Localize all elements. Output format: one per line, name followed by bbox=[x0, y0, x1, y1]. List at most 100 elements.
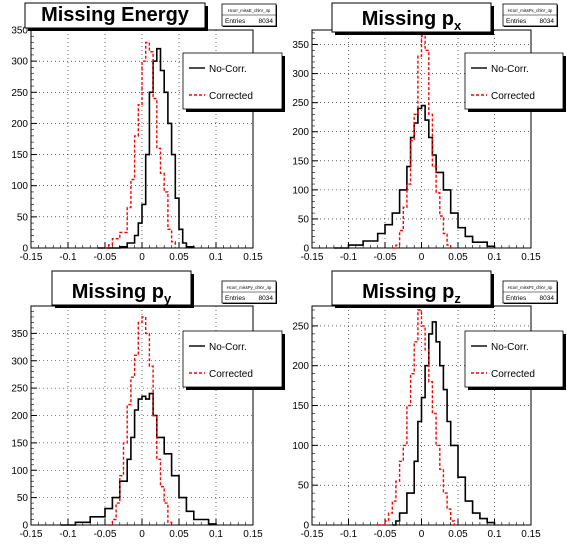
y-tick-label: 50 bbox=[17, 212, 29, 223]
panel-py: -0.15 -0.1 -0.05 0 0.05 0.1 0.15 0 50 100 150 200 25… bbox=[11, 270, 285, 540]
y-tick-label: 250 bbox=[11, 88, 28, 99]
series-nocorr-px bbox=[333, 104, 496, 249]
x-tick-label: -0.15 bbox=[301, 529, 324, 540]
y-tick-label: 200 bbox=[292, 361, 309, 372]
y-tick-label: 150 bbox=[11, 150, 28, 161]
x-tick-label: -0.1 bbox=[59, 252, 77, 263]
y-tick-label: 200 bbox=[292, 127, 309, 138]
y-tick-label: 200 bbox=[11, 411, 28, 422]
y-tick-label: 100 bbox=[292, 441, 309, 452]
x-tick-label: -0.05 bbox=[374, 252, 397, 263]
x-tick-label: 0.1 bbox=[488, 252, 502, 263]
legend-box bbox=[464, 330, 564, 388]
y-tick-label: 300 bbox=[11, 57, 28, 68]
x-tick-label: 0.1 bbox=[488, 529, 502, 540]
y-tick-label: 200 bbox=[11, 119, 28, 130]
stats-entries-label: Entries bbox=[506, 295, 527, 302]
legend-box bbox=[464, 52, 564, 110]
y-tick-label: 150 bbox=[292, 401, 309, 412]
y-tick-label: 150 bbox=[292, 156, 309, 167]
x-tick-label: -0.05 bbox=[374, 529, 397, 540]
x-tick-label: 0.1 bbox=[209, 529, 223, 540]
legend-label: Corrected bbox=[491, 369, 535, 380]
x-tick-label: 0.15 bbox=[243, 529, 263, 540]
stats-entries-label: Entries bbox=[225, 295, 246, 302]
panel-px: -0.15 -0.1 -0.05 0 0.05 0.1 0.15 0 50 100 150 200 25… bbox=[292, 2, 566, 263]
panel-title-subscript: y bbox=[164, 291, 172, 306]
stats-name: Hcorr_missPy_chkV_4p bbox=[227, 285, 272, 290]
x-tick-label: 0.05 bbox=[169, 529, 189, 540]
y-tick-label: 250 bbox=[292, 321, 309, 332]
panel-title-main: Missing p bbox=[362, 281, 454, 303]
legend-label: Corrected bbox=[209, 91, 253, 102]
y-tick-label: 50 bbox=[298, 481, 310, 492]
panel-title-main: Missing p bbox=[72, 281, 164, 303]
title-box bbox=[331, 270, 492, 306]
y-tick-label: 350 bbox=[11, 26, 28, 37]
legend-label: No-Corr. bbox=[491, 342, 529, 353]
y-tick-label: 350 bbox=[11, 329, 28, 340]
x-tick-label: -0.15 bbox=[20, 252, 43, 263]
stats-entries-value: 8034 bbox=[540, 295, 555, 302]
x-tick-label: 0.15 bbox=[243, 252, 263, 263]
stats-entries-value: 8034 bbox=[259, 295, 274, 302]
legend-box bbox=[182, 330, 283, 388]
x-tick-label: 0.05 bbox=[448, 529, 468, 540]
series-corrected-py bbox=[108, 316, 173, 526]
legend-label: Corrected bbox=[491, 91, 535, 102]
y-tick-label: 100 bbox=[292, 185, 309, 196]
y-tick-label: 350 bbox=[292, 40, 309, 51]
y-tick-label: 0 bbox=[303, 244, 309, 255]
y-tick-label: 250 bbox=[292, 98, 309, 109]
stats-name: Hcorr_missPx_chkV_4p bbox=[508, 8, 553, 13]
panel-title: Missing pz bbox=[362, 281, 461, 306]
y-tick-label: 100 bbox=[11, 466, 28, 477]
y-tick-label: 50 bbox=[17, 493, 29, 504]
panel-pz: -0.15 -0.1 -0.05 0 0.05 0.1 0.15 0 50 100 150 200 25… bbox=[292, 270, 566, 540]
stats-name: Hcorr_missE_chkV_4p bbox=[228, 8, 271, 13]
stats-entries-value: 8034 bbox=[540, 18, 555, 25]
legend-label: Corrected bbox=[209, 369, 253, 380]
x-tick-label: 0.05 bbox=[169, 252, 189, 263]
y-tick-label: 0 bbox=[22, 244, 28, 255]
x-tick-label: 0 bbox=[419, 529, 425, 540]
legend-label: No-Corr. bbox=[209, 64, 247, 75]
x-tick-label: -0.1 bbox=[59, 529, 77, 540]
panel-title-main: Missing Energy bbox=[41, 4, 190, 26]
y-tick-label: 300 bbox=[292, 69, 309, 80]
panel-title: Missing px bbox=[362, 8, 462, 33]
x-tick-label: -0.05 bbox=[94, 529, 117, 540]
panel-title-subscript: x bbox=[454, 18, 462, 33]
series-nocorr-E bbox=[97, 47, 195, 249]
x-tick-label: 0 bbox=[419, 252, 425, 263]
series-corrected-px bbox=[392, 35, 452, 249]
legend-box bbox=[182, 52, 283, 110]
y-tick-label: 0 bbox=[22, 521, 28, 532]
stats-name: Hcorr_missPz_chkV_4p bbox=[508, 285, 553, 290]
y-tick-label: 50 bbox=[298, 214, 310, 225]
y-tick-label: 0 bbox=[303, 521, 309, 532]
grid-px bbox=[312, 30, 531, 248]
y-tick-label: 300 bbox=[11, 356, 28, 367]
panel-title-main: Missing p bbox=[362, 8, 454, 30]
title-box bbox=[51, 270, 192, 306]
panel-E: -0.15 -0.1 -0.05 0 0.05 0.1 0.15 0 50 100 150 200 25… bbox=[11, 2, 285, 263]
x-tick-label: 0.15 bbox=[521, 529, 541, 540]
y-tick-label: 100 bbox=[11, 181, 28, 192]
legend-label: No-Corr. bbox=[209, 342, 247, 353]
x-tick-label: 0.05 bbox=[448, 252, 468, 263]
x-tick-label: -0.1 bbox=[340, 252, 358, 263]
series-nocorr-py bbox=[60, 392, 217, 526]
panel-title-subscript: z bbox=[454, 291, 461, 306]
title-box bbox=[24, 2, 206, 29]
x-tick-label: -0.15 bbox=[20, 529, 43, 540]
stats-entries-value: 8034 bbox=[259, 18, 274, 25]
panel-title: Missing Energy bbox=[41, 4, 190, 26]
x-tick-label: 0 bbox=[139, 252, 145, 263]
x-tick-label: -0.05 bbox=[94, 252, 117, 263]
y-tick-label: 250 bbox=[11, 384, 28, 395]
x-tick-label: 0.1 bbox=[209, 252, 223, 263]
stats-entries-label: Entries bbox=[225, 18, 246, 25]
